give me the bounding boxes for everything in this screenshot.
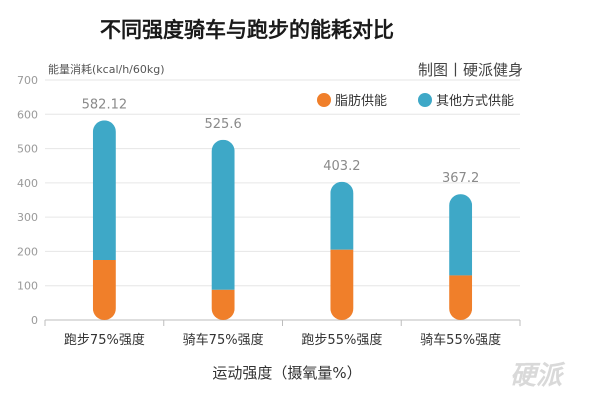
- x-axis-label: 运动强度（摄氧量%）: [212, 364, 361, 382]
- legend-swatch-other: [418, 93, 432, 107]
- total-label: 367.2: [442, 171, 479, 186]
- y-tick-label: 100: [17, 280, 38, 293]
- category-label: 骑车75%强度: [183, 332, 264, 348]
- y-tick-labels: 0 100 200 300 400 500 600 700: [17, 74, 38, 327]
- bar-segment-fat: [449, 275, 473, 320]
- category-labels: 跑步75%强度 骑车75%强度 跑步55%强度 骑车55%强度: [64, 332, 501, 348]
- y-tick-label: 400: [17, 177, 38, 190]
- legend-swatch-fat: [317, 93, 331, 107]
- legend-label-fat: 脂肪供能: [335, 93, 387, 109]
- bar-segment-fat: [330, 249, 354, 320]
- bar-segment-other: [449, 194, 473, 276]
- legend: 脂肪供能 其他方式供能: [317, 93, 514, 109]
- y-tick-label: 300: [17, 211, 38, 224]
- y-tick-label: 0: [31, 314, 38, 327]
- bar-segment-other: [211, 139, 235, 290]
- bar-segment-fat: [211, 289, 235, 320]
- bar-stack: [211, 139, 235, 320]
- bar-stack: [449, 194, 473, 320]
- bars: [92, 120, 473, 320]
- bar-stack: [92, 120, 116, 320]
- y-tick-label: 700: [17, 74, 38, 87]
- y-axis-label: 能量消耗(kcal/h/60kg): [48, 62, 165, 76]
- bar-segment-other: [330, 181, 354, 250]
- chart-title: 不同强度骑车与跑步的能耗对比: [100, 18, 394, 42]
- bar-segment-other: [92, 120, 116, 260]
- category-label: 骑车55%强度: [420, 332, 501, 348]
- watermark-logo: 硬派: [510, 361, 566, 391]
- gridlines: [44, 79, 521, 326]
- total-label: 582.12: [82, 97, 128, 112]
- y-tick-label: 200: [17, 245, 38, 258]
- total-label: 403.2: [323, 159, 360, 174]
- category-label: 跑步75%强度: [64, 332, 145, 348]
- y-tick-label: 500: [17, 143, 38, 156]
- bar-stack: [330, 181, 354, 320]
- bar-segment-fat: [92, 260, 116, 320]
- total-labels: 582.12 525.6 403.2 367.2: [82, 97, 480, 186]
- y-tick-label: 600: [17, 108, 38, 121]
- total-label: 525.6: [205, 117, 242, 132]
- category-label: 跑步55%强度: [301, 332, 382, 348]
- legend-label-other: 其他方式供能: [436, 93, 514, 109]
- chart-credit: 制图丨硬派健身: [418, 61, 523, 79]
